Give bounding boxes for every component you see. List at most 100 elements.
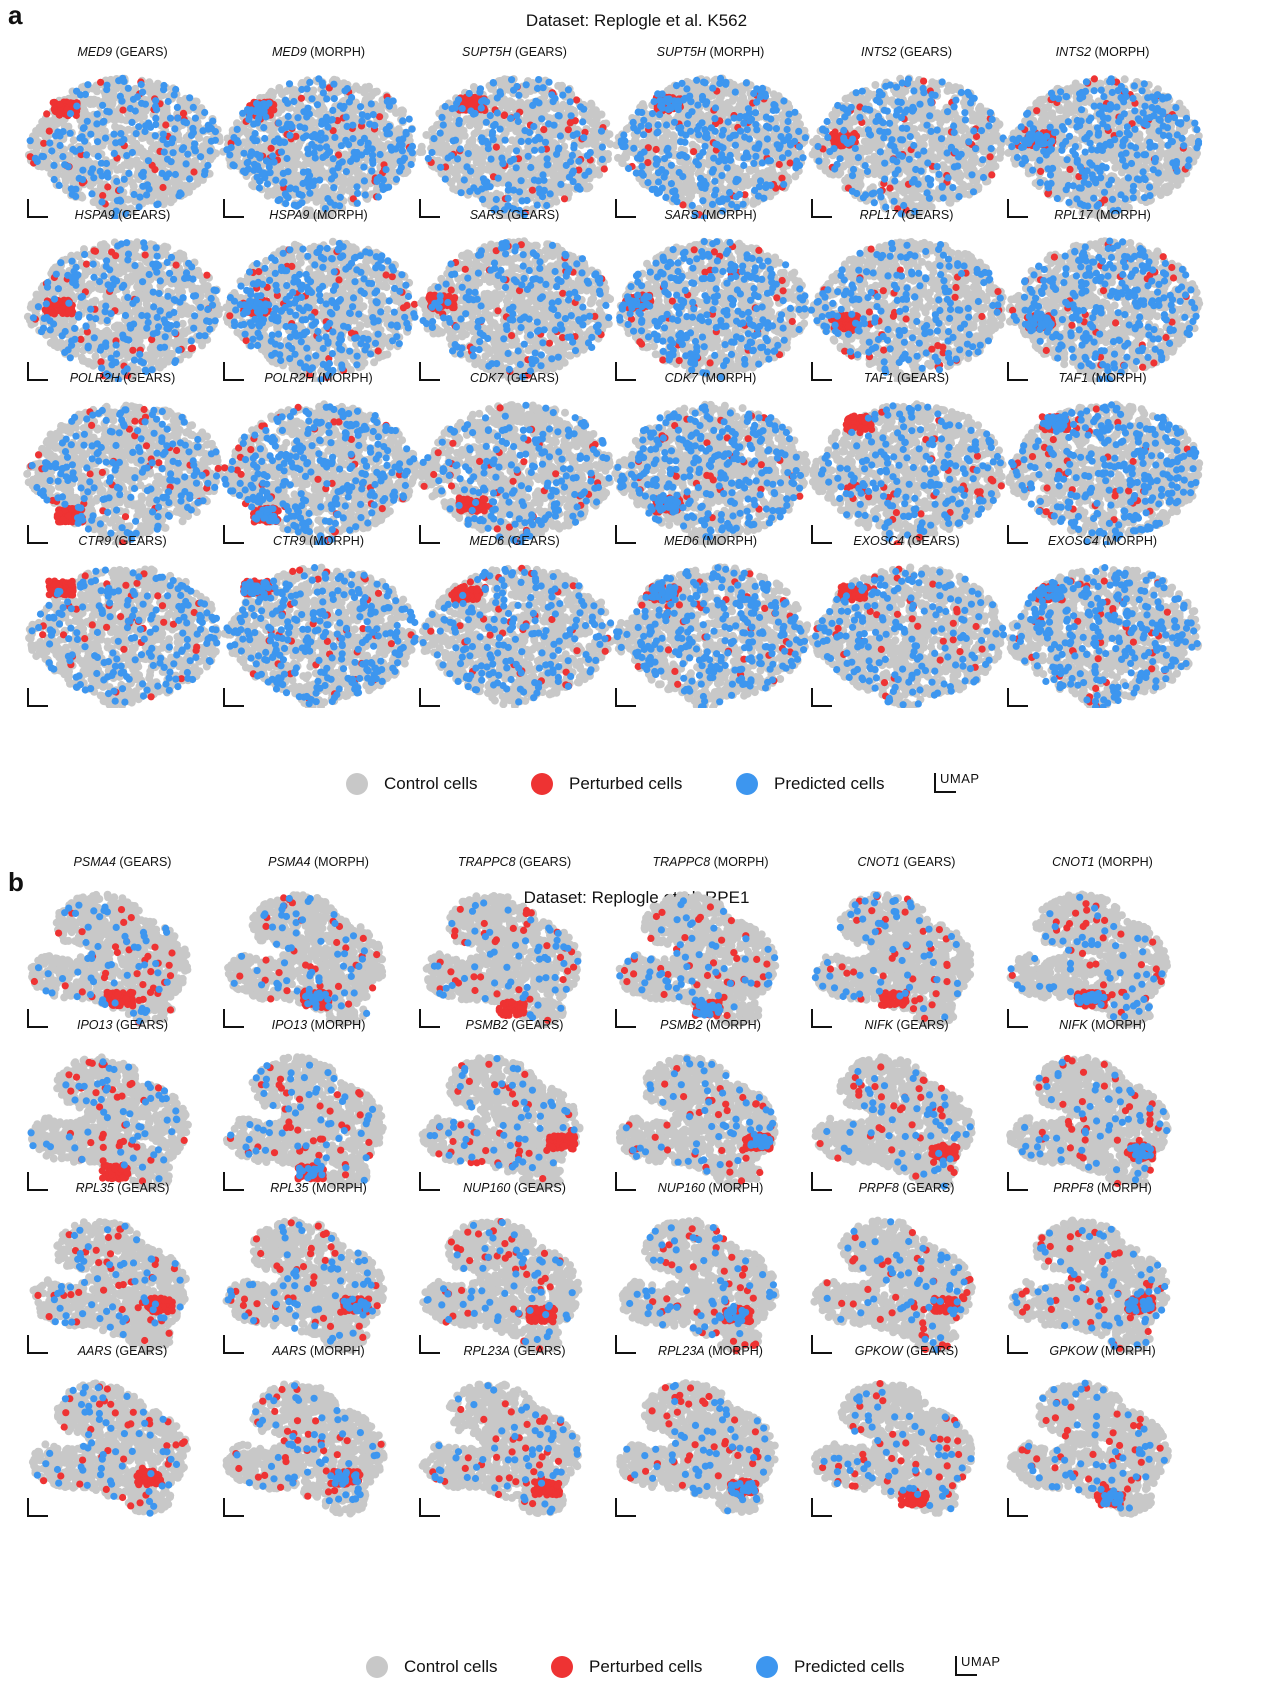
predicted-cell-point (251, 130, 259, 138)
predicted-cell-point (575, 157, 583, 165)
control-cell-point (462, 115, 471, 124)
gene-name: INTS2 (861, 45, 896, 59)
predicted-cell-point (132, 130, 140, 138)
control-cell-point (723, 99, 732, 107)
predicted-cell-point (436, 129, 444, 137)
control-cell-point (769, 90, 778, 99)
predicted-cell-point (638, 169, 646, 177)
predicted-cell-point (508, 76, 516, 84)
predicted-cell-point (630, 144, 638, 152)
predicted-cell-point (708, 168, 716, 176)
predicted-cell-point (206, 147, 214, 155)
predicted-cell-point (176, 189, 184, 197)
predicted-cell-point (539, 84, 547, 92)
control-cell-point (111, 122, 120, 131)
predicted-cell-point (517, 137, 525, 145)
control-cell-point (309, 118, 318, 127)
predicted-cell-point (330, 184, 338, 192)
control-cell-point (443, 113, 452, 122)
control-cell-point (136, 113, 145, 122)
predicted-cell-point (315, 75, 323, 83)
control-cell-point (300, 160, 309, 169)
predicted-cell-point (290, 97, 298, 106)
predicted-cell-point (657, 102, 665, 110)
perturbed-cell-point (43, 110, 51, 118)
predicted-cell-point (733, 203, 741, 211)
predicted-cell-point (719, 207, 727, 215)
predicted-cell-point (545, 78, 553, 86)
predicted-cell-point (530, 122, 538, 131)
control-cell-point (295, 150, 304, 159)
predicted-cell-point (751, 109, 760, 117)
predicted-cell-point (694, 101, 702, 109)
control-cell-point (668, 137, 677, 146)
predicted-cell-point (758, 159, 766, 167)
predicted-cell-point (729, 131, 737, 140)
predicted-cell-point (515, 188, 524, 196)
predicted-cell-point (353, 199, 361, 207)
control-cell-point (521, 116, 530, 125)
predicted-cell-point (535, 76, 543, 84)
predicted-cell-point (728, 200, 736, 209)
predicted-cell-point (598, 143, 606, 151)
predicted-cell-point (667, 180, 675, 188)
control-cell-point (128, 206, 137, 215)
predicted-cell-point (130, 190, 138, 199)
predicted-cell-point (785, 133, 793, 141)
control-cell-point (763, 106, 772, 115)
predicted-cell-point (317, 129, 325, 137)
control-cell-point (140, 162, 149, 171)
predicted-cell-point (719, 144, 727, 152)
predicted-cell-point (753, 85, 761, 93)
predicted-cell-point (342, 113, 350, 121)
predicted-cell-point (172, 85, 180, 94)
predicted-cell-point (227, 143, 235, 152)
control-cell-point (321, 183, 330, 192)
perturbed-cell-point (376, 113, 384, 121)
predicted-cell-point (477, 134, 486, 142)
predicted-cell-point (731, 88, 739, 96)
predicted-cell-point (540, 176, 548, 184)
control-cell-point (127, 157, 136, 166)
predicted-cell-point (654, 169, 663, 177)
control-cell-point (362, 85, 370, 93)
predicted-cell-point (694, 161, 702, 169)
gene-name: MED9 (77, 45, 112, 59)
predicted-cell-point (740, 119, 748, 127)
control-cell-point (475, 122, 483, 131)
predicted-cell-point (79, 166, 87, 174)
predicted-cell-point (243, 159, 251, 167)
control-cell-point (63, 174, 72, 183)
predicted-cell-point (278, 126, 286, 134)
predicted-cell-point (270, 158, 278, 166)
control-cell-point (168, 187, 177, 196)
predicted-cell-point (68, 190, 76, 198)
predicted-cell-point (653, 129, 661, 137)
predicted-cell-point (151, 132, 159, 140)
control-cell-point (595, 170, 604, 179)
predicted-cell-point (533, 201, 541, 209)
predicted-cell-point (653, 189, 661, 197)
predicted-cell-point (395, 141, 404, 149)
predicted-cell-point (117, 130, 125, 138)
perturbed-cell-point (528, 186, 537, 194)
predicted-cell-point (246, 106, 254, 114)
predicted-cell-point (110, 130, 118, 138)
predicted-cell-point (630, 124, 638, 132)
predicted-cell-point (539, 171, 547, 179)
predicted-cell-point (189, 103, 197, 111)
control-cell-point (498, 212, 507, 219)
predicted-cell-point (579, 118, 587, 126)
predicted-cell-point (261, 134, 269, 143)
predicted-cell-point (654, 121, 662, 129)
predicted-cell-point (368, 167, 376, 175)
control-cell-point (265, 90, 274, 99)
predicted-cell-point (258, 107, 266, 115)
subplot-title: SUPT5H (MORPH) (608, 45, 813, 59)
predicted-cell-point (324, 195, 332, 203)
predicted-cell-point (103, 169, 111, 177)
predicted-cell-point (159, 130, 167, 138)
control-cell-point (484, 165, 493, 174)
control-cell-point (168, 193, 177, 202)
control-cell-point (347, 175, 356, 184)
